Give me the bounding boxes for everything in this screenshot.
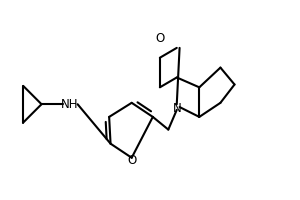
Text: O: O: [155, 32, 164, 45]
Text: NH: NH: [61, 98, 79, 111]
Text: O: O: [127, 154, 136, 167]
Text: N: N: [172, 102, 181, 115]
